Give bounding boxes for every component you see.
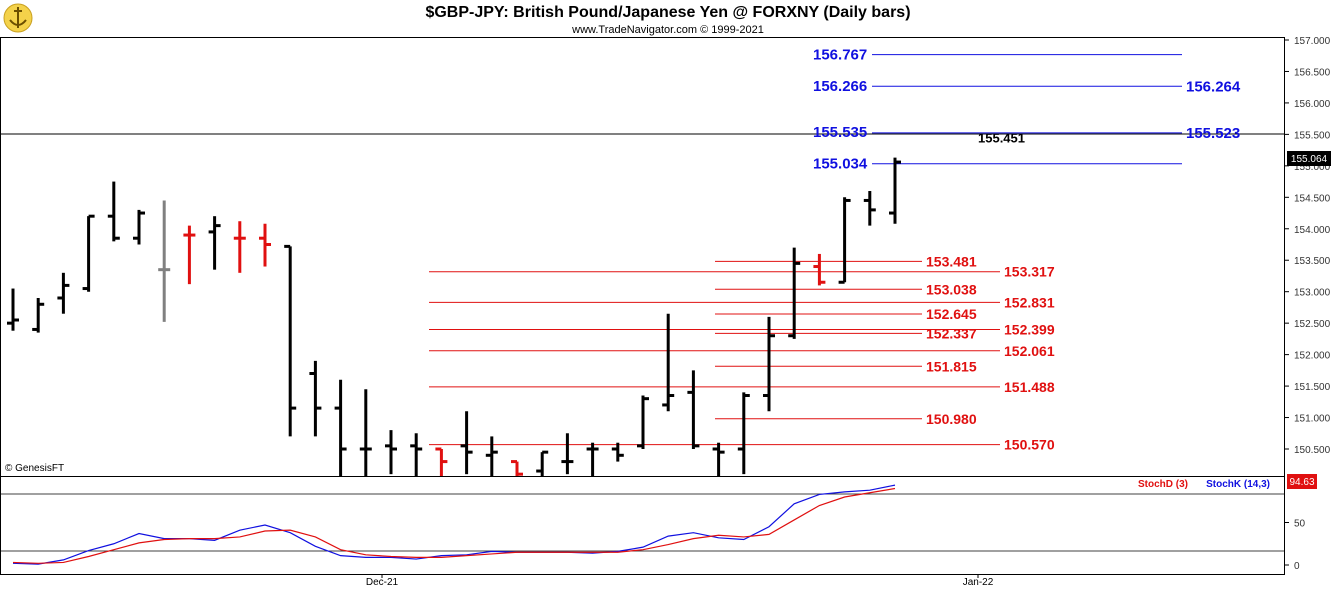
last-price-tag xyxy=(1287,151,1331,166)
ohlc-bar xyxy=(536,450,549,476)
stoch-pane-frame xyxy=(0,476,1285,575)
ohlc-bar xyxy=(889,157,901,224)
level-label-red: 152.645 xyxy=(926,306,977,322)
y-tick-label: 156.000 xyxy=(1294,99,1331,110)
ohlc-bar xyxy=(259,223,271,267)
ohlc-bar xyxy=(334,379,347,476)
legend-stochk: StochK (14,3) xyxy=(1206,479,1270,490)
level-label-blue: 155.523 xyxy=(1186,125,1240,142)
ohlc-bar xyxy=(561,433,574,475)
ohlc-bar xyxy=(485,436,498,476)
level-label-red: 152.399 xyxy=(1004,322,1055,338)
ohlc-bar xyxy=(763,316,775,412)
stoch-last-tag xyxy=(1287,474,1317,489)
level-label-blue: 155.535 xyxy=(813,124,867,141)
ohlc-bar xyxy=(662,313,675,412)
y-tick-label: 153.000 xyxy=(1294,288,1331,299)
x-label-jan: Jan-22 xyxy=(963,577,994,588)
ohlc-bar xyxy=(284,244,297,437)
level-label-red: 153.317 xyxy=(1004,264,1055,280)
level-label-blue: 156.264 xyxy=(1186,78,1241,95)
level-label-blue: 156.767 xyxy=(813,47,867,64)
level-label-red: 151.488 xyxy=(1004,379,1055,395)
watermark: © GenesisFT xyxy=(5,463,64,474)
ohlc-bar xyxy=(788,247,801,339)
ohlc-bar xyxy=(208,216,221,270)
stoch-tick-label: 0 xyxy=(1294,561,1300,572)
y-tick-label: 155.000 xyxy=(1294,162,1331,173)
y-tick-label: 151.000 xyxy=(1294,414,1331,425)
y-tick-label: 154.500 xyxy=(1294,193,1331,204)
ohlc-bar xyxy=(838,197,851,284)
x-label-dec: Dec-21 xyxy=(366,577,399,588)
chart-subtitle: www.TradeNavigator.com © 1999-2021 xyxy=(571,24,764,36)
ohlc-bar xyxy=(233,221,246,273)
level-label-red: 151.815 xyxy=(926,358,977,374)
level-label-red: 153.481 xyxy=(926,253,977,269)
level-label-red: 150.980 xyxy=(926,411,977,427)
logo-icon xyxy=(3,3,33,33)
legend-stochd: StochD (3) xyxy=(1138,479,1188,490)
chart-title: $GBP-JPY: British Pound/Japanese Yen @ F… xyxy=(425,4,910,21)
ohlc-bar xyxy=(158,200,171,322)
ohlc-bar xyxy=(863,191,876,226)
level-label-blue: 156.266 xyxy=(813,78,867,95)
ohlc-bar xyxy=(712,442,725,476)
last-price-label: 155.064 xyxy=(1291,154,1328,165)
y-tick-label: 154.000 xyxy=(1294,225,1331,236)
level-label-red: 152.061 xyxy=(1004,343,1055,359)
ohlc-bar xyxy=(611,442,624,462)
y-tick-label: 152.500 xyxy=(1294,319,1331,330)
ohlc-bar xyxy=(586,442,599,476)
ohlc-bar xyxy=(813,253,826,286)
ohlc-bar xyxy=(32,297,45,333)
level-label-blue: 155.034 xyxy=(813,156,868,173)
ohlc-bar xyxy=(637,395,649,449)
ohlc-bar xyxy=(385,430,397,475)
ohlc-bar xyxy=(460,411,473,475)
y-tick-label: 157.000 xyxy=(1294,36,1331,47)
level-label-red: 150.570 xyxy=(1004,437,1055,453)
level-label-red: 152.337 xyxy=(926,325,977,341)
ohlc-bar xyxy=(133,209,145,245)
ohlc-bar xyxy=(82,214,95,292)
ohlc-bar xyxy=(7,288,19,331)
stoch-last-label: 94.63 xyxy=(1289,477,1314,488)
level-label-red: 153.038 xyxy=(926,281,977,297)
y-tick-label: 151.500 xyxy=(1294,382,1331,393)
stoch-tick-label: 50 xyxy=(1294,519,1306,530)
ohlc-bar xyxy=(359,389,372,476)
ohlc-bar xyxy=(107,181,120,242)
y-tick-label: 155.500 xyxy=(1294,130,1331,141)
y-tick-label: 150.500 xyxy=(1294,445,1331,456)
ohlc-bar xyxy=(57,272,70,314)
ohlc-bar xyxy=(737,392,750,475)
stochk-line xyxy=(12,484,896,565)
level-label-black: 155.451 xyxy=(978,130,1025,145)
ohlc-bar xyxy=(511,460,523,476)
level-label-red: 152.831 xyxy=(1004,294,1055,310)
ohlc-bar xyxy=(687,370,700,449)
y-tick-label: 152.000 xyxy=(1294,351,1331,362)
y-tick-label: 156.500 xyxy=(1294,67,1331,78)
ohlc-bar xyxy=(435,447,448,476)
ohlc-bar xyxy=(183,225,196,285)
ohlc-bar xyxy=(309,360,322,437)
ohlc-bar xyxy=(410,433,423,476)
stochd-line xyxy=(12,487,896,564)
y-tick-label: 153.500 xyxy=(1294,256,1331,267)
